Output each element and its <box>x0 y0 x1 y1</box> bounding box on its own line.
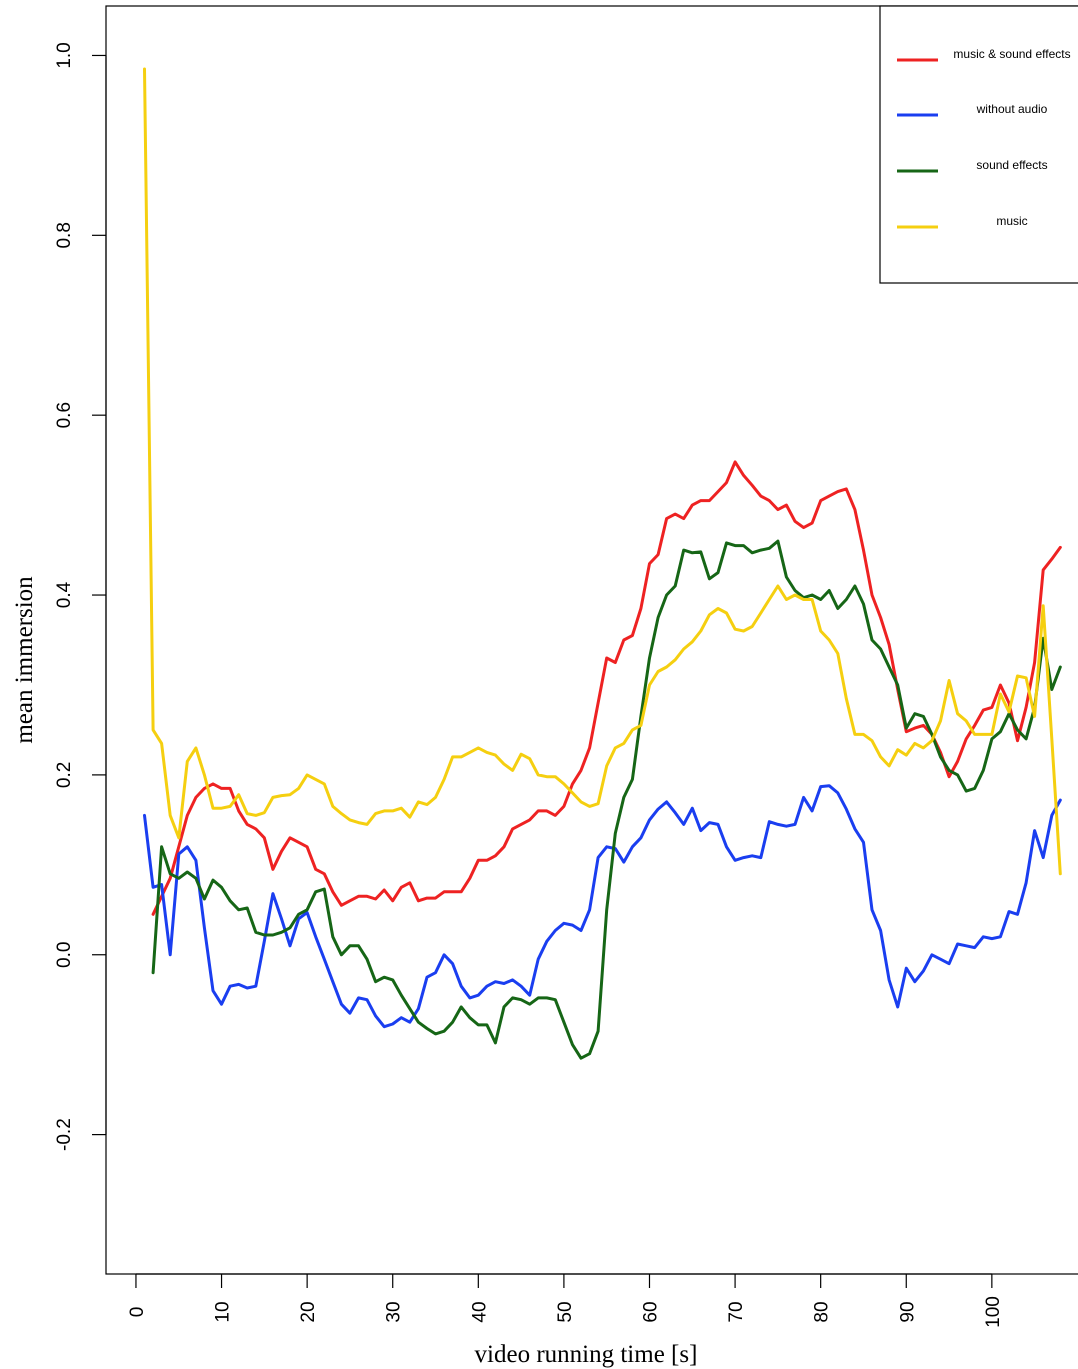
y-tick-label: -0.2 <box>54 1118 75 1151</box>
y-axis-title: mean immersion <box>11 576 38 744</box>
x-tick-label: 10 <box>213 1301 234 1322</box>
x-tick-label: 50 <box>555 1301 576 1322</box>
y-tick-label: 0.2 <box>54 762 75 788</box>
legend-label-2: without audio <box>976 102 1048 116</box>
x-axis-title: video running time [s] <box>475 1341 698 1368</box>
y-tick-label: 0.4 <box>54 581 75 608</box>
x-tick-label: 20 <box>298 1301 319 1322</box>
x-tick-label: 0 <box>127 1307 148 1318</box>
x-tick-label: 70 <box>726 1301 747 1322</box>
series-layer <box>143 67 1062 1060</box>
series-line-4 <box>143 67 1062 876</box>
x-tick-label: 30 <box>384 1301 405 1322</box>
legend-label-1: music & sound effects <box>953 47 1070 61</box>
y-tick-label: 1.0 <box>54 42 75 68</box>
legend-label-3: sound effects <box>976 158 1047 172</box>
y-tick-label: 0.6 <box>54 402 75 428</box>
x-axis: 0 10 20 30 40 50 60 70 80 90 100 <box>127 1273 1004 1328</box>
x-tick-label: 60 <box>640 1301 661 1322</box>
series-line-1 <box>151 460 1062 916</box>
legend-box <box>879 5 1078 284</box>
x-tick-label: 40 <box>469 1301 490 1322</box>
x-tick-label: 90 <box>897 1301 918 1322</box>
x-tick-label: 100 <box>983 1296 1004 1328</box>
legend: music & sound effects without audio sound … <box>879 5 1078 284</box>
series-line-3 <box>151 539 1062 1060</box>
legend-label-4: music <box>996 214 1027 228</box>
x-tick-label: 80 <box>812 1301 833 1322</box>
y-axis: -0.2 0.0 0.2 0.4 0.6 0.8 1.0 <box>54 42 107 1151</box>
series-line-2 <box>143 784 1062 1029</box>
y-tick-label: 0.0 <box>54 942 75 968</box>
y-tick-label: 0.8 <box>54 222 75 248</box>
